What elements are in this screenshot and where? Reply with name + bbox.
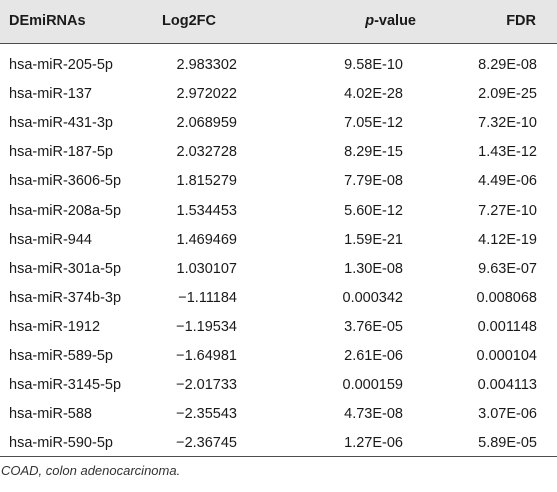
table-footnote: COAD, colon adenocarcinoma.	[1, 463, 181, 478]
log2fc-cell: −1.64981	[176, 348, 237, 364]
log2fc-cell: 2.032728	[176, 144, 237, 161]
header-log2fc: Log2FC	[162, 13, 216, 29]
pvalue-cell: 2.61E-06	[344, 348, 403, 364]
pvalue-cell: 3.76E-05	[344, 318, 403, 335]
mirna-cell: hsa-miR-1912	[9, 318, 101, 335]
log2fc-cell: 2.068959	[176, 115, 237, 132]
fdr-cell: 7.32E-10	[478, 115, 537, 132]
pvalue-cell: 0.000342	[342, 289, 403, 306]
fdr-cell: 3.07E-06	[478, 406, 537, 423]
table-header-background	[0, 0, 557, 43]
log2fc-cell: 1.469469	[176, 231, 237, 248]
table-row: hsa-miR-301a-5p 1.030107 1.30E-08 9.63E-07	[0, 256, 557, 285]
table-header-row: DEmiRNAs Log2FC p-value FDR	[0, 0, 557, 43]
log2fc-cell: 2.972022	[176, 86, 237, 103]
pvalue-cell: 7.79E-08	[344, 173, 403, 190]
fdr-cell: 4.49E-06	[478, 173, 537, 190]
header-pvalue-italic-p: p	[365, 13, 375, 29]
mirna-cell: hsa-miR-374b-3p	[9, 289, 122, 306]
table-row: hsa-miR-137 2.972022 4.02E-28 2.09E-25	[0, 81, 557, 110]
log2fc-cell: −1.19534	[176, 318, 237, 335]
mirna-cell: hsa-miR-208a-5p	[9, 202, 122, 219]
table-row: hsa-miR-187-5p 2.032728 8.29E-15 1.43E-12	[0, 139, 557, 168]
header-pvalue: p-value	[365, 12, 416, 30]
table-row: hsa-miR-374b-3p −1.11184 0.000342 0.008068	[0, 285, 557, 314]
table-row: hsa-miR-208a-5p 1.534453 5.60E-12 7.27E-10	[0, 198, 557, 227]
fdr-cell: 2.09E-25	[478, 86, 537, 103]
table-row: hsa-miR-3145-5p −2.01733 0.000159 0.004113	[0, 372, 557, 401]
mirna-cell: hsa-miR-431-3p	[9, 115, 113, 132]
mirna-cell: hsa-miR-3606-5p	[9, 173, 122, 190]
mirna-cell: hsa-miR-590-5p	[9, 435, 113, 452]
header-demirnas: DEmiRNAs	[9, 13, 86, 29]
log2fc-cell: −2.36745	[176, 435, 237, 452]
table-row: hsa-miR-588 −2.35543 4.73E-08 3.07E-06	[0, 401, 557, 430]
table-row: hsa-miR-590-5p −2.36745 1.27E-06 5.89E-05	[0, 430, 557, 459]
header-divider	[0, 43, 557, 44]
pvalue-cell: 4.02E-28	[344, 86, 403, 103]
log2fc-cell: −2.35543	[176, 406, 237, 423]
log2fc-cell: −2.01733	[176, 377, 237, 394]
fdr-cell: 0.001148	[477, 318, 537, 335]
pvalue-cell: 5.60E-12	[344, 202, 403, 219]
pvalue-cell: 7.05E-12	[344, 115, 403, 132]
mirna-cell: hsa-miR-205-5p	[9, 57, 113, 73]
mirna-cell: hsa-miR-588	[9, 406, 92, 423]
mirna-cell: hsa-miR-589-5p	[9, 348, 113, 364]
mirna-cell: hsa-miR-944	[9, 231, 92, 248]
table-row: hsa-miR-431-3p 2.068959 7.05E-12 7.32E-10	[0, 110, 557, 139]
header-fdr: FDR	[506, 13, 536, 29]
fdr-cell: 1.43E-12	[478, 144, 537, 161]
header-pvalue-suffix: -value	[374, 13, 416, 29]
mirna-cell: hsa-miR-187-5p	[9, 144, 113, 161]
mirna-cell: hsa-miR-3145-5p	[9, 377, 122, 394]
fdr-cell: 4.12E-19	[478, 231, 537, 248]
fdr-cell: 0.000104	[476, 348, 537, 364]
mirna-cell: hsa-miR-301a-5p	[9, 260, 122, 277]
table-row: hsa-miR-205-5p 2.983302 9.58E-10 8.29E-08	[0, 52, 557, 81]
log2fc-cell: 2.983302	[176, 57, 237, 73]
pvalue-cell: 1.59E-21	[344, 231, 403, 248]
table-row: hsa-miR-589-5p −1.64981 2.61E-06 0.000104	[0, 343, 557, 372]
fdr-cell: 0.004113	[477, 377, 537, 394]
table-row: hsa-miR-3606-5p 1.815279 7.79E-08 4.49E-06	[0, 168, 557, 197]
table-bottom-divider	[0, 456, 557, 457]
table-row: hsa-miR-1912 −1.19534 3.76E-05 0.001148	[0, 314, 557, 343]
fdr-cell: 9.63E-07	[478, 260, 537, 277]
fdr-cell: 0.008068	[476, 289, 537, 306]
pvalue-cell: 9.58E-10	[344, 57, 403, 73]
fdr-cell: 7.27E-10	[478, 202, 537, 219]
table-row: hsa-miR-944 1.469469 1.59E-21 4.12E-19	[0, 227, 557, 256]
log2fc-cell: −1.11184	[178, 289, 237, 306]
log2fc-cell: 1.030107	[176, 260, 237, 277]
fdr-cell: 8.29E-08	[478, 57, 537, 73]
pvalue-cell: 4.73E-08	[344, 406, 403, 423]
pvalue-cell: 1.27E-06	[344, 435, 403, 452]
log2fc-cell: 1.534453	[176, 202, 237, 219]
pvalue-cell: 0.000159	[342, 377, 403, 394]
log2fc-cell: 1.815279	[176, 173, 237, 190]
pvalue-cell: 8.29E-15	[344, 144, 403, 161]
fdr-cell: 5.89E-05	[478, 435, 537, 452]
mirna-cell: hsa-miR-137	[9, 86, 92, 103]
pvalue-cell: 1.30E-08	[344, 260, 403, 277]
